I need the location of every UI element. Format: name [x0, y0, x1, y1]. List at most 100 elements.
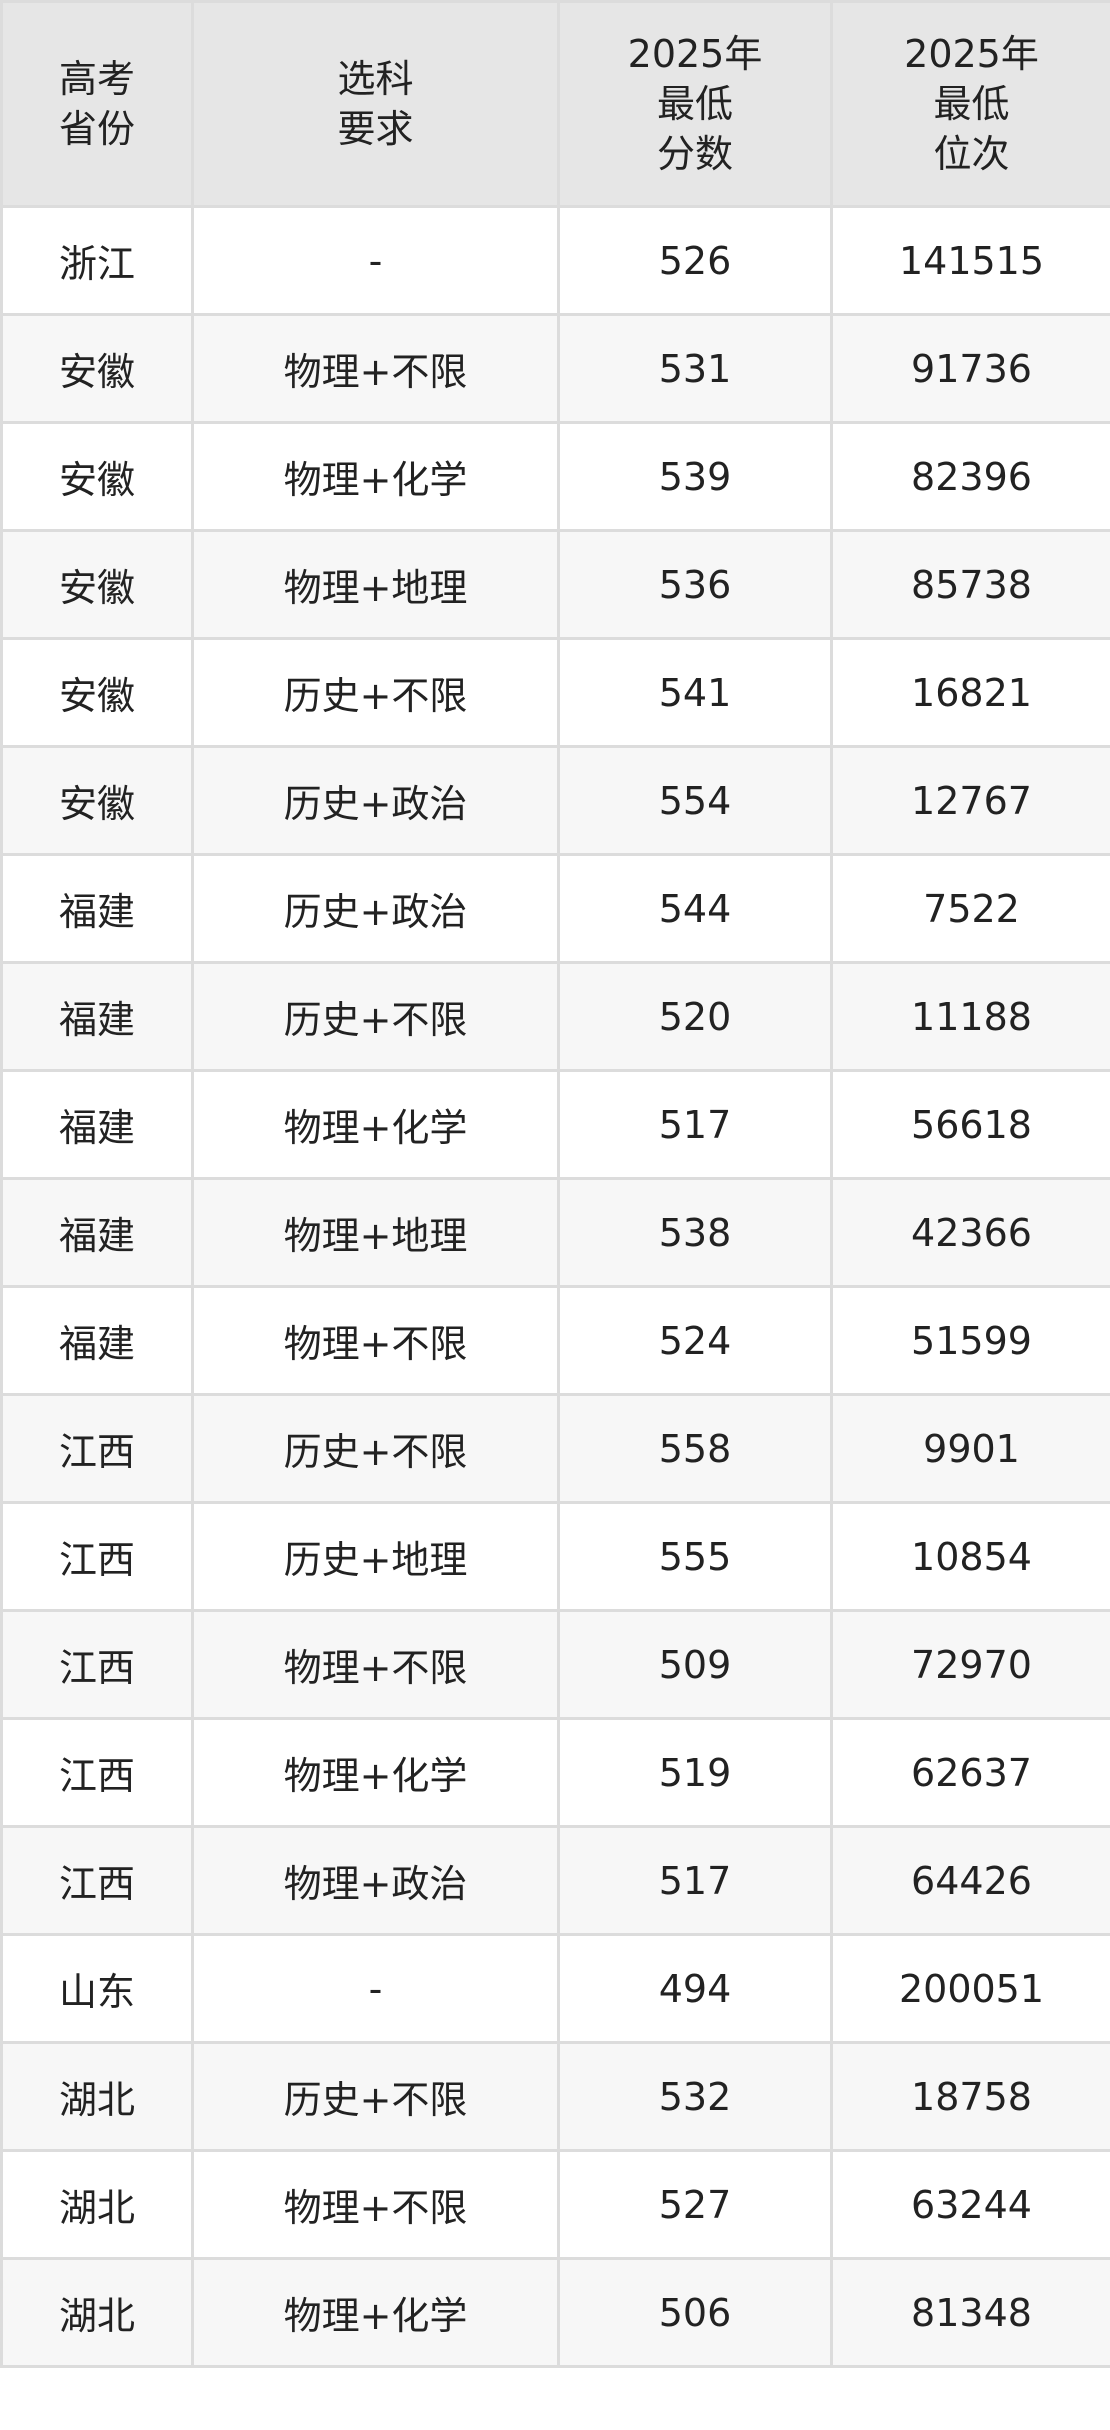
header-text: 要求: [337, 107, 414, 151]
header-text: 省份: [58, 107, 135, 151]
province-cell: 福建: [0, 1177, 194, 1288]
subject-cell: 物理+政治: [191, 1825, 560, 1936]
min-rank-cell: 16821: [830, 637, 1110, 748]
header-text: 最低: [656, 82, 733, 126]
province-cell: 江西: [0, 1825, 194, 1936]
table-row: 安徽 历史+政治 554 12767: [0, 745, 1110, 856]
header-subject-requirement: 选科 要求: [191, 0, 560, 208]
admission-score-table: 高考 省份 选科 要求 2025年 最低 分数 2025年 最低 位次 浙江 -5…: [0, 0, 1110, 2368]
subject-cell: 历史+政治: [191, 853, 560, 964]
table-row: 江西 物理+不限 509 72970: [0, 1609, 1110, 1720]
min-rank-cell: 9901: [830, 1393, 1110, 1504]
min-score-cell: 539: [557, 421, 833, 532]
subject-cell: 物理+化学: [191, 1717, 560, 1828]
min-score-cell: 494: [557, 1933, 833, 2044]
min-score-cell: 517: [557, 1069, 833, 1180]
header-province: 高考 省份: [0, 0, 194, 208]
min-rank-cell: 63244: [830, 2149, 1110, 2260]
min-score-cell: 541: [557, 637, 833, 748]
subject-cell: -: [191, 1933, 560, 2044]
subject-cell: 历史+地理: [191, 1501, 560, 1612]
header-text: 2025年: [627, 32, 763, 76]
min-rank-cell: 81348: [830, 2257, 1110, 2368]
subject-cell: 历史+政治: [191, 745, 560, 856]
subject-cell: 物理+化学: [191, 2257, 560, 2368]
min-score-cell: 526: [557, 205, 833, 316]
min-rank-cell: 64426: [830, 1825, 1110, 1936]
subject-cell: 历史+不限: [191, 2041, 560, 2152]
subject-cell: 物理+地理: [191, 1177, 560, 1288]
table-row: 安徽 物理+化学 539 82396: [0, 421, 1110, 532]
province-cell: 湖北: [0, 2041, 194, 2152]
subject-cell: 物理+化学: [191, 421, 560, 532]
province-cell: 安徽: [0, 637, 194, 748]
province-cell: 福建: [0, 1285, 194, 1396]
min-score-cell: 531: [557, 313, 833, 424]
table-row: 湖北 物理+化学 506 81348: [0, 2257, 1110, 2368]
province-cell: 福建: [0, 1069, 194, 1180]
header-text: 分数: [656, 132, 733, 176]
min-score-cell: 524: [557, 1285, 833, 1396]
province-cell: 江西: [0, 1717, 194, 1828]
table-row: 福建 历史+不限 520 11188: [0, 961, 1110, 1072]
table-row: 安徽 物理+地理 536 85738: [0, 529, 1110, 640]
min-score-cell: 532: [557, 2041, 833, 2152]
province-cell: 安徽: [0, 421, 194, 532]
province-cell: 江西: [0, 1609, 194, 1720]
province-cell: 山东: [0, 1933, 194, 2044]
table-row: 湖北 历史+不限 532 18758: [0, 2041, 1110, 2152]
header-text: 位次: [933, 132, 1010, 176]
min-score-cell: 527: [557, 2149, 833, 2260]
min-score-cell: 517: [557, 1825, 833, 1936]
min-score-cell: 555: [557, 1501, 833, 1612]
subject-cell: 物理+化学: [191, 1069, 560, 1180]
table-row: 安徽 历史+不限 541 16821: [0, 637, 1110, 748]
header-text: 选科: [337, 57, 414, 101]
table-row: 江西 物理+政治 517 64426: [0, 1825, 1110, 1936]
header-text: 最低: [933, 82, 1010, 126]
subject-cell: 物理+不限: [191, 2149, 560, 2260]
table-row: 福建 物理+不限 524 51599: [0, 1285, 1110, 1396]
min-rank-cell: 51599: [830, 1285, 1110, 1396]
province-cell: 福建: [0, 853, 194, 964]
min-score-cell: 544: [557, 853, 833, 964]
min-rank-cell: 72970: [830, 1609, 1110, 1720]
header-min-rank: 2025年 最低 位次: [830, 0, 1110, 208]
min-rank-cell: 85738: [830, 529, 1110, 640]
min-rank-cell: 91736: [830, 313, 1110, 424]
subject-cell: 物理+不限: [191, 1609, 560, 1720]
table-row: 福建 物理+化学 517 56618: [0, 1069, 1110, 1180]
header-min-score: 2025年 最低 分数: [557, 0, 833, 208]
min-score-cell: 558: [557, 1393, 833, 1504]
header-text: 2025年: [904, 32, 1039, 76]
min-rank-cell: 42366: [830, 1177, 1110, 1288]
min-rank-cell: 82396: [830, 421, 1110, 532]
min-score-cell: 538: [557, 1177, 833, 1288]
min-rank-cell: 11188: [830, 961, 1110, 1072]
min-score-cell: 506: [557, 2257, 833, 2368]
province-cell: 湖北: [0, 2257, 194, 2368]
min-rank-cell: 200051: [830, 1933, 1110, 2044]
subject-cell: 历史+不限: [191, 637, 560, 748]
min-rank-cell: 7522: [830, 853, 1110, 964]
province-cell: 江西: [0, 1501, 194, 1612]
province-cell: 安徽: [0, 313, 194, 424]
header-text: 高考: [58, 57, 135, 101]
min-score-cell: 519: [557, 1717, 833, 1828]
min-rank-cell: 56618: [830, 1069, 1110, 1180]
province-cell: 湖北: [0, 2149, 194, 2260]
table-row: 福建 历史+政治 544 7522: [0, 853, 1110, 964]
table-row: 安徽 物理+不限 531 91736: [0, 313, 1110, 424]
min-rank-cell: 18758: [830, 2041, 1110, 2152]
min-score-cell: 554: [557, 745, 833, 856]
min-rank-cell: 12767: [830, 745, 1110, 856]
header-row: 高考 省份 选科 要求 2025年 最低 分数 2025年 最低 位次: [0, 0, 1110, 208]
table-row: 江西 历史+地理 555 10854: [0, 1501, 1110, 1612]
subject-cell: -: [191, 205, 560, 316]
province-cell: 福建: [0, 961, 194, 1072]
table-row: 福建 物理+地理 538 42366: [0, 1177, 1110, 1288]
min-score-cell: 509: [557, 1609, 833, 1720]
table-row: 浙江 -526 141515: [0, 205, 1110, 316]
table-row: 湖北 物理+不限 527 63244: [0, 2149, 1110, 2260]
subject-cell: 物理+不限: [191, 1285, 560, 1396]
